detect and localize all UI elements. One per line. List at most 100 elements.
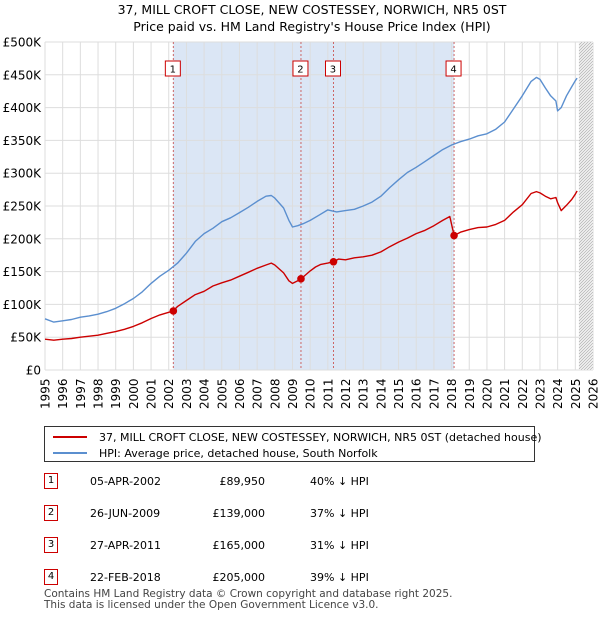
hatch-line [578,156,594,172]
hatch-line [578,333,594,349]
hatch-line [578,57,594,73]
hatch-line [578,183,594,199]
hatch-line [578,84,594,100]
hatch-line [578,306,594,322]
x-tick-label: 2023 [533,378,547,409]
table-row: 1 05-APR-2002 £89,950 40% ↓ HPI [42,472,442,492]
hatch-line [578,315,594,331]
hatch-line [578,111,594,127]
hatch-line [578,213,594,229]
hatch-line [583,360,594,370]
x-tick-label: 2014 [374,378,388,409]
hatch-line [578,258,594,274]
hatch-line [578,147,594,163]
price-chart: 37, MILL CROFT CLOSE, NEW COSTESSEY, NOR… [3,2,600,409]
hatch-line [578,87,594,103]
hatch-line [578,135,594,151]
x-tick-label: 2017 [427,378,441,409]
hatch-line [578,165,594,181]
transaction-date: 22-FEB-2018 [90,571,161,584]
hatch-line [578,159,594,175]
hatch-line [578,336,594,352]
x-tick-label: 2019 [463,378,477,409]
hatch-line [578,78,594,94]
y-tick-label: £0 [26,364,41,378]
hatch-line [578,81,594,97]
hatch-line [578,228,594,244]
sale-label-box-2 [292,60,309,77]
hatch-line [580,357,594,370]
hatch-line [578,330,594,346]
hatch-line [578,54,594,70]
hatch-line [578,138,594,154]
hatch-line [578,195,594,211]
hatch-line [578,312,594,328]
x-tick-label: 1996 [56,378,70,409]
table-row: 3 27-APR-2011 £165,000 31% ↓ HPI [42,536,442,556]
hatch-line [578,189,594,205]
y-tick-label: £500K [3,36,43,50]
sale-label-2: 2 [297,65,303,76]
x-tick-label: 2013 [357,378,371,409]
hatch-line [578,273,594,289]
x-tick-label: 2006 [233,378,247,409]
hatch-line [578,42,580,43]
hatch-line [578,48,594,64]
hatch-line [578,321,594,337]
hatch-line [578,42,592,55]
hatch-line [578,309,594,325]
transaction-number-badge: 2 [44,505,58,521]
hatch-line [578,243,594,259]
hatch-line [578,60,594,76]
sale-marker-lines [172,42,455,370]
x-tick-label: 2010 [304,378,318,409]
transaction-date: 27-APR-2011 [90,539,162,552]
legend: 37, MILL CROFT CLOSE, NEW COSTESSEY, NOR… [44,426,542,462]
y-tick-label: £250K [3,200,43,214]
sale-point-2 [297,275,305,283]
hatch-line [589,366,594,370]
hatch-line [578,90,594,106]
hatch-line [578,51,594,67]
sale-point-3 [329,257,338,266]
sale-label-1: 1 [170,65,176,76]
hatch-line [578,222,594,238]
x-tick-label: 2015 [392,378,406,409]
x-tick-label: 2001 [145,378,159,409]
hatch-line [578,204,594,220]
transaction-number-badge: 3 [44,537,58,553]
hatch-line [578,225,594,241]
hatch-line [578,210,594,226]
x-tick-label: 2025 [569,378,583,409]
hatch-line [578,144,594,160]
x-tick-label: 2002 [162,378,176,409]
hatch-line [578,66,594,82]
hatch-line [578,246,594,262]
legend-item-hpi: HPI: Average price, detached house, Sout… [53,445,378,461]
hatch-line [578,132,594,148]
hpi-series-line [44,76,578,323]
y-tick-label: £400K [3,101,43,115]
transaction-date: 26-JUN-2009 [90,507,161,520]
x-tick-label: 2009 [286,378,300,409]
y-tick-label: £350K [3,134,43,148]
hatch-line [579,22,593,36]
hatch-line [578,105,594,121]
y-tick-label: £100K [3,298,43,312]
hatch-line [578,318,594,334]
hatch-line [578,252,594,268]
transaction-price: £205,000 [212,571,266,584]
hatch-line [578,69,594,85]
sale-point-1 [169,307,178,315]
hatch-line [578,75,594,91]
sale-points [169,231,458,315]
hatch-line [578,264,594,280]
transaction-number-badge: 4 [44,569,58,585]
x-tick-label: 2026 [587,378,600,409]
x-tick-label: 2005 [215,378,229,409]
hatch-line [578,351,594,367]
footer-licence: This data is licensed under the Open Gov… [44,599,379,611]
x-tick-label: 2022 [516,378,530,409]
hatch-line [578,303,594,319]
hatch-line [578,93,594,109]
